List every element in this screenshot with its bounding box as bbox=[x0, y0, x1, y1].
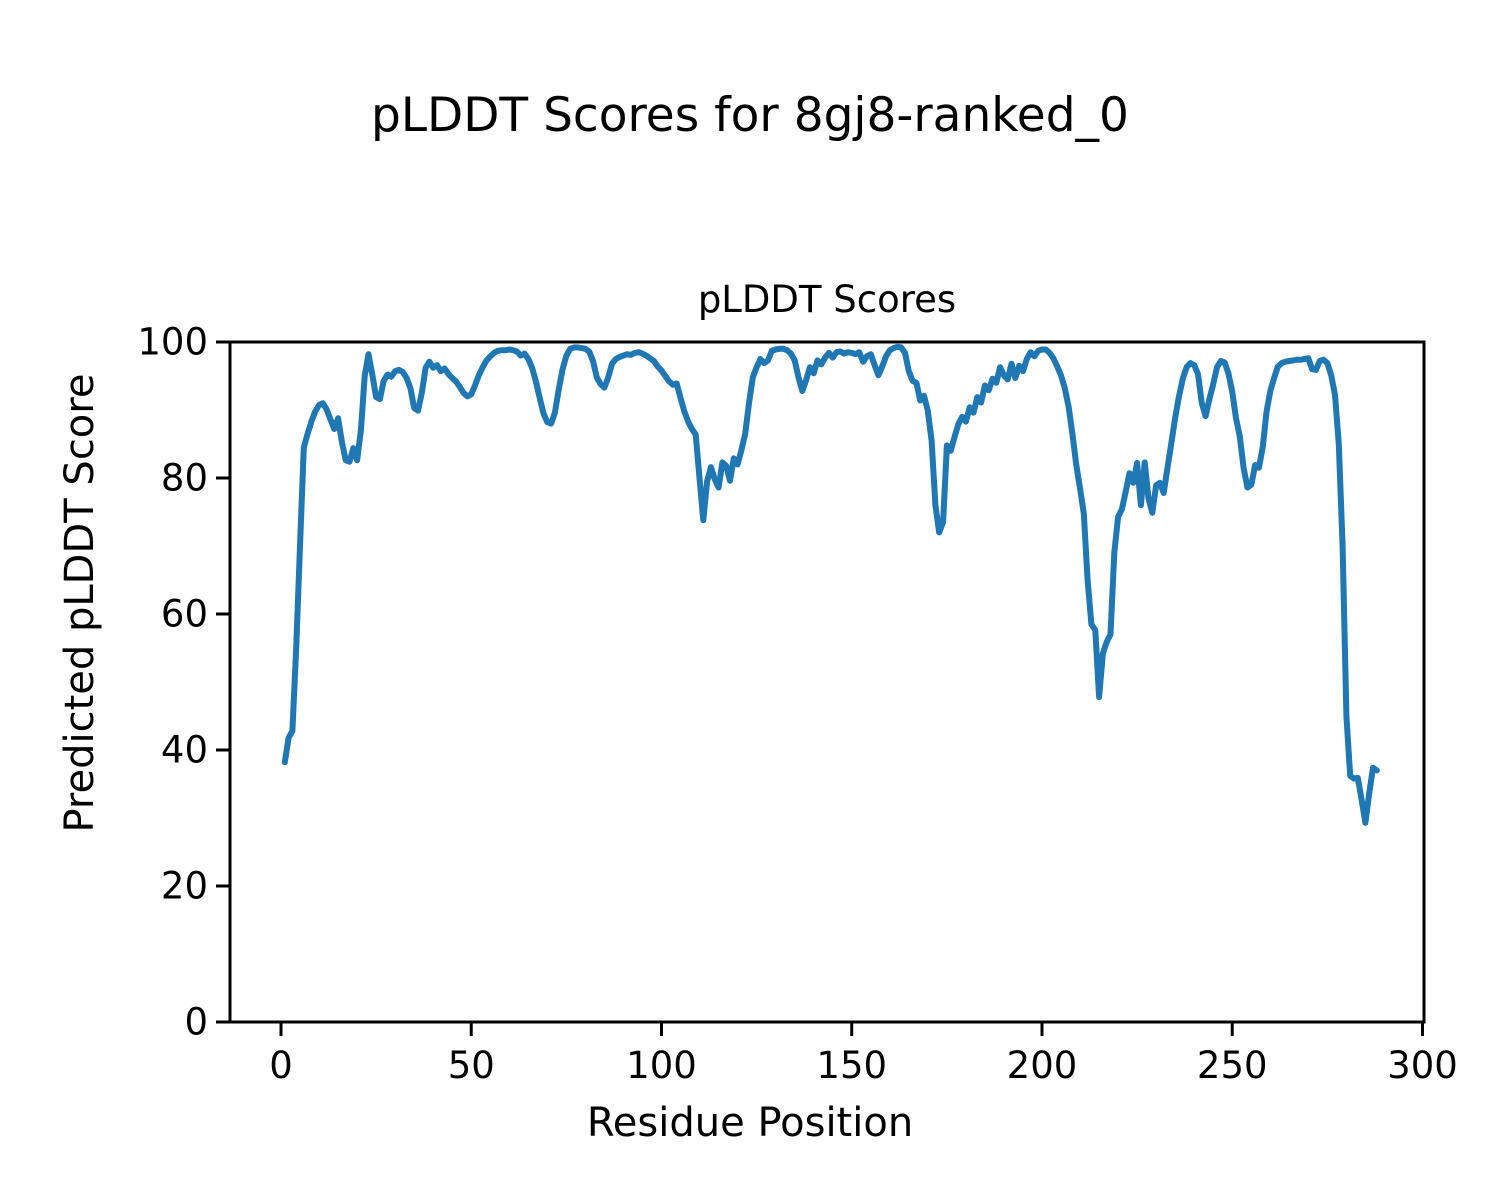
x-tick-label: 0 bbox=[269, 1044, 293, 1087]
x-tick-label: 50 bbox=[447, 1044, 495, 1087]
y-tick-label: 80 bbox=[160, 456, 208, 500]
y-tick-label: 100 bbox=[137, 320, 208, 364]
x-axis-label: Residue Position bbox=[586, 1100, 914, 1146]
x-tick-label: 200 bbox=[1006, 1044, 1078, 1087]
y-tick-label: 60 bbox=[160, 592, 208, 636]
y-tick-label: 0 bbox=[184, 1000, 208, 1044]
axes-title: pLDDT Scores bbox=[697, 278, 957, 321]
figure-title: pLDDT Scores for 8gj8-ranked_0 bbox=[371, 88, 1129, 143]
y-axis-label: Predicted pLDDT Score bbox=[57, 373, 103, 833]
x-tick-label: 300 bbox=[1387, 1044, 1458, 1087]
x-tick-label: 250 bbox=[1196, 1044, 1268, 1087]
x-tick-label: 150 bbox=[816, 1044, 888, 1087]
x-tick-label: 100 bbox=[626, 1044, 697, 1087]
axes-frame bbox=[228, 340, 1426, 1024]
y-tick-label: 20 bbox=[160, 864, 208, 908]
y-tick-label: 40 bbox=[160, 728, 208, 772]
plddt-score-line bbox=[281, 343, 1380, 826]
